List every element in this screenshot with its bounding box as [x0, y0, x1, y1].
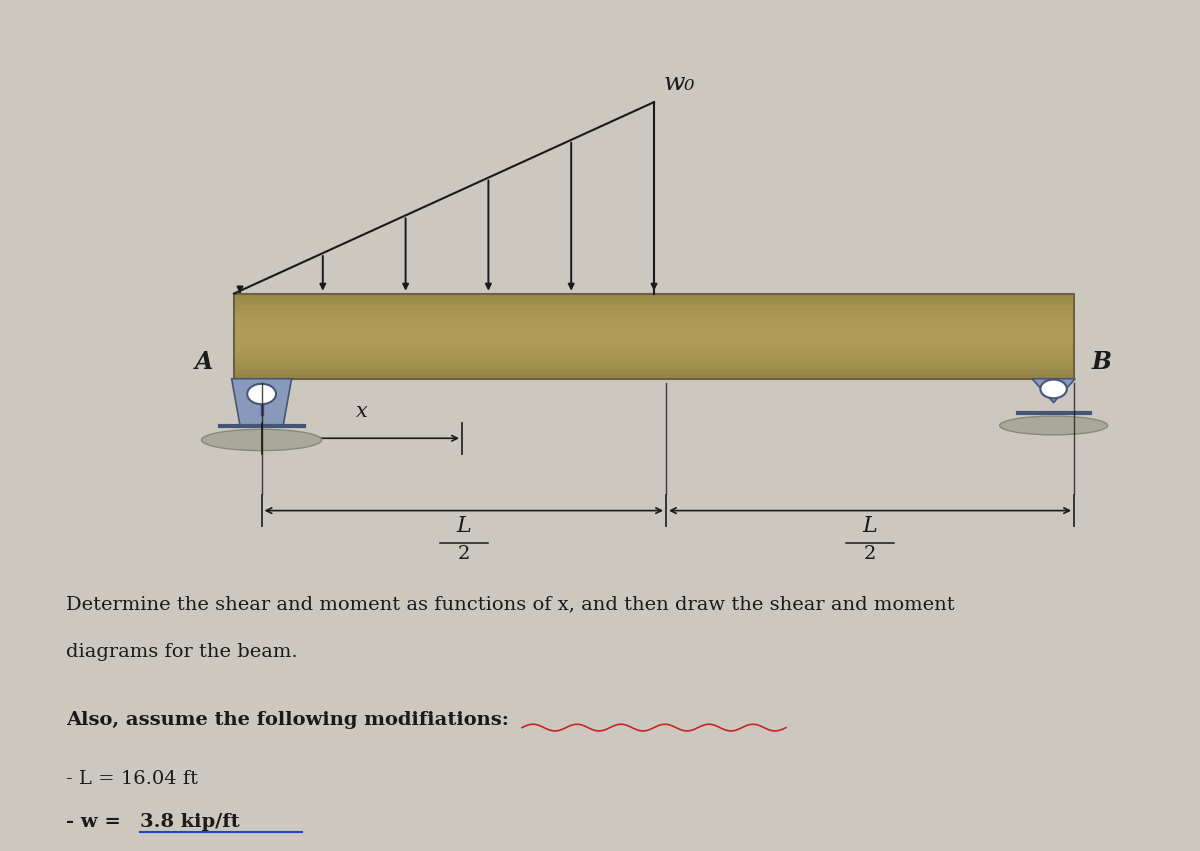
Text: diagrams for the beam.: diagrams for the beam. — [66, 643, 298, 660]
Circle shape — [247, 384, 276, 404]
Polygon shape — [1032, 379, 1075, 403]
Ellipse shape — [1000, 416, 1108, 435]
Polygon shape — [232, 379, 292, 426]
Ellipse shape — [202, 429, 322, 451]
Bar — [234, 323, 1074, 328]
Bar — [234, 302, 1074, 306]
Bar — [234, 370, 1074, 374]
Text: L: L — [863, 515, 877, 537]
Text: 2: 2 — [864, 545, 876, 563]
Bar — [234, 294, 1074, 379]
Text: 2: 2 — [457, 545, 470, 563]
Bar — [234, 306, 1074, 311]
Bar — [234, 298, 1074, 302]
Text: B: B — [1092, 351, 1112, 374]
Text: L: L — [456, 515, 472, 537]
Bar — [234, 366, 1074, 370]
Bar — [234, 315, 1074, 319]
Bar — [234, 294, 1074, 298]
Bar — [234, 340, 1074, 345]
Bar — [234, 345, 1074, 349]
Text: A: A — [196, 351, 214, 374]
Text: 3.8 kip/ft: 3.8 kip/ft — [140, 813, 240, 831]
Bar — [234, 319, 1074, 323]
Bar — [234, 362, 1074, 366]
Text: - L = 16.04 ft: - L = 16.04 ft — [66, 770, 198, 788]
Text: - w =: - w = — [66, 813, 127, 831]
Bar — [234, 328, 1074, 332]
Bar — [234, 349, 1074, 353]
Bar — [234, 332, 1074, 336]
Text: w₀: w₀ — [664, 72, 695, 95]
Text: x: x — [356, 403, 367, 421]
Bar — [234, 336, 1074, 340]
Bar — [234, 311, 1074, 315]
Bar — [234, 374, 1074, 379]
Text: Also, assume the following modifiations:: Also, assume the following modifiations: — [66, 711, 509, 728]
Circle shape — [1040, 380, 1067, 398]
Bar — [234, 353, 1074, 357]
Bar — [234, 357, 1074, 362]
Text: Determine the shear and moment as functions of x, and then draw the shear and mo: Determine the shear and moment as functi… — [66, 596, 955, 614]
